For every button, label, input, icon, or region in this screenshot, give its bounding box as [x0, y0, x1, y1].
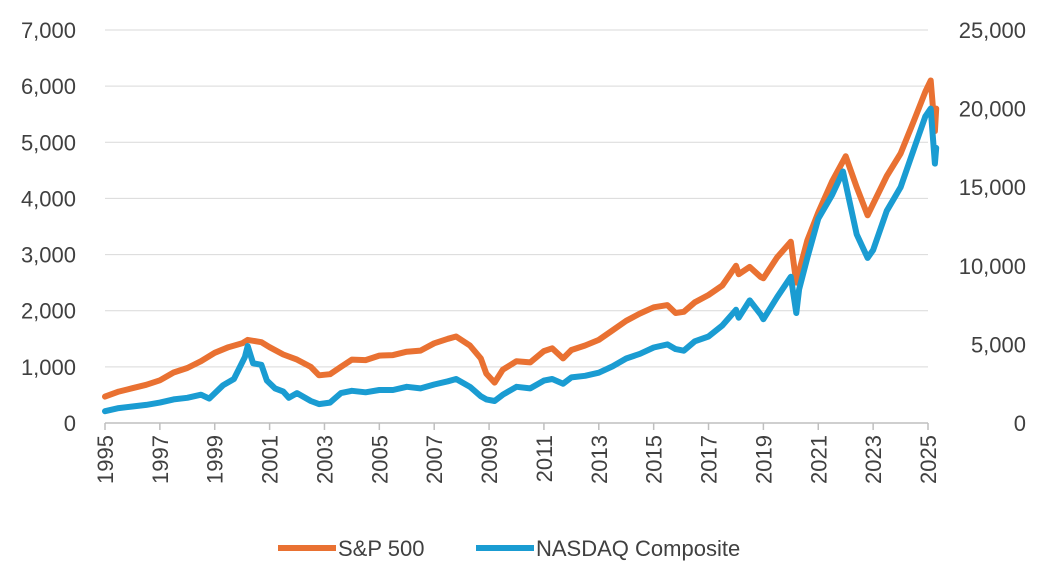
y-left-tick-label: 2,000	[21, 299, 76, 324]
y-left-tick-label: 5,000	[21, 130, 76, 155]
x-tick-label: 2021	[806, 435, 831, 484]
x-tick-label: 2017	[697, 435, 722, 484]
y-right-tick-label: 10,000	[959, 254, 1026, 279]
legend: S&P 500 NASDAQ Composite	[278, 536, 740, 561]
x-axis: 1995 1997 1999 2001 2003 2005 2007 2009 2011 2013…	[93, 422, 941, 484]
legend-label-nasdaq: NASDAQ Composite	[536, 536, 740, 561]
x-tick-label: 2007	[422, 435, 447, 484]
y-left-tick-label: 3,000	[21, 243, 76, 268]
x-tick-label: 1997	[148, 435, 173, 484]
x-tick-label: 2011	[532, 435, 557, 482]
y-left-tick-label: 6,000	[21, 74, 76, 99]
y-left-tick-label: 7,000	[21, 18, 76, 43]
right-y-axis: 0 5,000 10,000 15,000 20,000 25,000	[959, 18, 1026, 436]
x-tick-label: 2005	[367, 435, 392, 484]
left-y-axis: 0 1,000 2,000 3,000 4,000 5,000 6,000 7,000	[21, 18, 76, 436]
x-tick-label: 2009	[477, 435, 502, 484]
y-left-tick-label: 4,000	[21, 186, 76, 211]
x-tick-label: 2019	[751, 435, 776, 484]
x-tick-label: 2025	[916, 435, 941, 484]
series-layer	[102, 77, 940, 415]
x-tick-label: 2013	[587, 435, 612, 484]
x-tick-label: 1995	[93, 435, 118, 484]
y-left-tick-label: 0	[64, 411, 76, 436]
series-line-nasdaq	[102, 105, 940, 415]
legend-label-sp500: S&P 500	[338, 536, 424, 561]
x-tick-label: 2023	[861, 435, 886, 484]
x-tick-label: 2003	[312, 435, 337, 484]
x-tick-label: 1999	[203, 435, 228, 484]
y-right-tick-label: 0	[1014, 411, 1026, 436]
y-left-tick-label: 1,000	[21, 355, 76, 380]
gridlines	[105, 29, 928, 368]
y-right-tick-label: 25,000	[959, 18, 1026, 43]
y-right-tick-label: 20,000	[959, 97, 1026, 122]
y-right-tick-label: 5,000	[971, 332, 1026, 357]
y-right-tick-label: 15,000	[959, 175, 1026, 200]
x-tick-label: 2015	[642, 435, 667, 484]
x-tick-label: 2001	[258, 435, 283, 484]
